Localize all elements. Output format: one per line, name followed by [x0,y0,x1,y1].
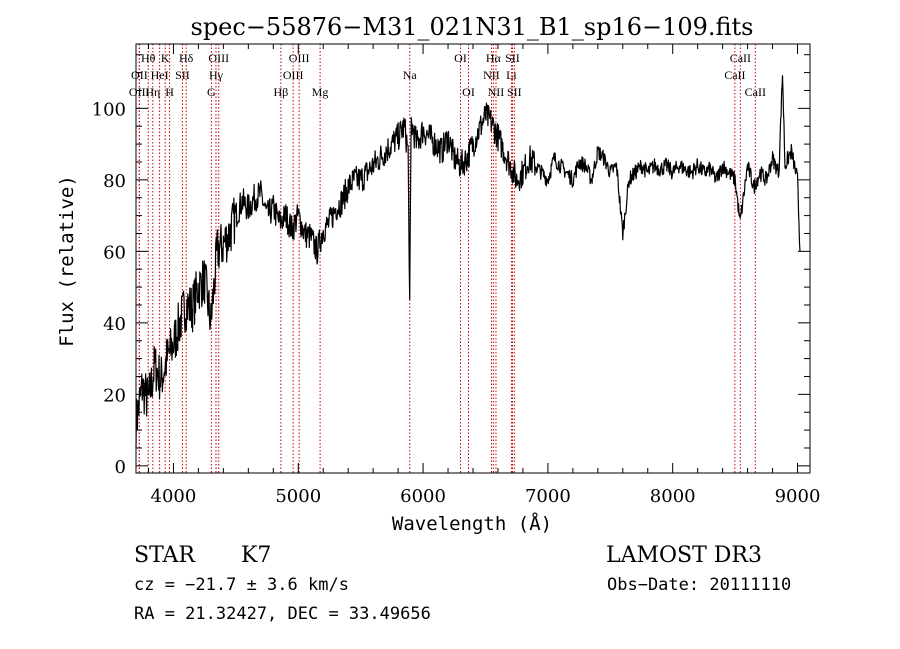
spectral-line-label: CaII [724,68,745,82]
spectral-line-label: K [161,51,170,65]
axis-tick-labels: 4000 5000 6000 7000 8000 9000 0 20 40 60 80 100 [92,99,821,507]
spectral-line-label: Hθ [141,51,156,65]
spectral-line-label: H [165,85,174,99]
object-type: STAR [134,543,196,568]
spectral-line-label: SII [175,68,190,82]
spectral-line-markers [138,44,756,473]
spectral-line-label: OIII [129,85,150,99]
spectral-line-label: NII [488,85,505,99]
x-tick-label: 5000 [275,486,321,507]
redshift-cz: cz = −21.7 ± 3.6 km/s [134,575,349,595]
x-axis-label: Wavelength (Å) [392,512,552,535]
spectral-line-label: OIII [289,51,310,65]
y-tick-label: 60 [103,242,126,263]
spectral-line-label: G [207,85,216,99]
spectral-line-label: OIII [208,51,229,65]
y-tick-label: 80 [103,171,126,192]
x-tick-label: 6000 [400,486,446,507]
y-tick-label: 100 [92,99,126,120]
spectral-line-label: HeI [151,68,169,82]
observation-date: Obs−Date: 20111110 [607,575,791,595]
flux-series-line [135,75,801,449]
spectral-line-label: Hδ [179,51,194,65]
spectral-line-label: OI [462,85,475,99]
spectral-line-label: SII [505,51,520,65]
x-tick-label: 8000 [650,486,696,507]
object-subclass: K7 [241,543,271,568]
chart-title: spec−55876−M31_021N31_B1_sp16−109.fits [191,13,754,41]
coordinates: RA = 21.32427, DEC = 33.49656 [134,604,431,624]
y-axis-label: Flux (relative) [56,175,78,347]
spectral-line-label: Na [403,68,418,82]
x-tick-label: 4000 [151,486,197,507]
spectral-line-label: Hα [486,51,502,65]
spectral-line-label: NII [483,68,500,82]
y-tick-label: 40 [103,314,126,335]
spectral-line-label: CaII [745,85,766,99]
spectral-line-label: OI [454,51,467,65]
y-tick-label: 0 [115,457,126,478]
survey-label: LAMOST DR3 [606,543,762,568]
spectral-line-label: Mg [312,85,329,99]
spectral-line-label: Hβ [274,85,289,99]
spectral-line-label: OIII [283,68,304,82]
spectral-line-label: CaII [730,51,751,65]
x-tick-label: 9000 [775,486,821,507]
spectral-line-label: OII [131,68,148,82]
spectral-line-label: Hγ [209,68,224,82]
plot-frame [135,43,811,474]
spectral-line-label: Li [506,68,517,82]
y-tick-label: 20 [103,385,126,406]
spectral-line-label: SII [507,85,522,99]
axis-ticks [136,44,810,473]
spectral-line-label: Hη [145,85,160,99]
x-tick-label: 7000 [525,486,571,507]
